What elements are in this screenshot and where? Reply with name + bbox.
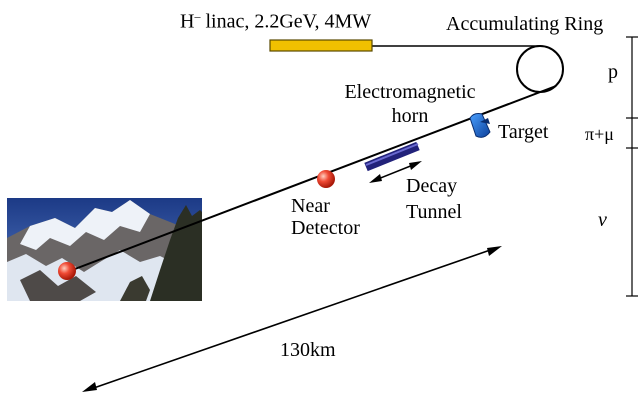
horn-label-line2: horn — [391, 105, 429, 127]
near-label-line1: Near — [291, 195, 330, 217]
near-label-line2: Detector — [291, 217, 360, 239]
near-detector-icon — [317, 170, 335, 188]
decay-tunnel-highlight — [365, 143, 419, 166]
mountain-photo — [7, 198, 202, 301]
decay-label-line2: Tunnel — [406, 201, 462, 223]
linac-bar — [269, 39, 373, 52]
decay-tunnel-pipe — [364, 141, 420, 172]
far-detector-icon — [58, 262, 76, 280]
ring-label: Accumulating Ring — [446, 13, 604, 35]
linac-label: H– linac, 2.2GeV, 4MW — [180, 9, 372, 33]
target-label: Target — [498, 121, 549, 143]
scale-label-pi-mu: π+μ — [585, 124, 614, 144]
scale-label-nu: ν — [598, 209, 607, 231]
distance-arrow — [82, 246, 502, 392]
distance-label: 130km — [280, 339, 336, 361]
scale-label-p: p — [608, 61, 618, 83]
horn-label-line1: Electromagnetic — [344, 81, 476, 103]
decay-tunnel-arrow — [369, 161, 422, 183]
horn-icon — [469, 113, 491, 138]
decay-label-line1: Decay — [406, 175, 458, 197]
stage-scale — [626, 36, 638, 297]
accumulating-ring — [516, 45, 564, 93]
